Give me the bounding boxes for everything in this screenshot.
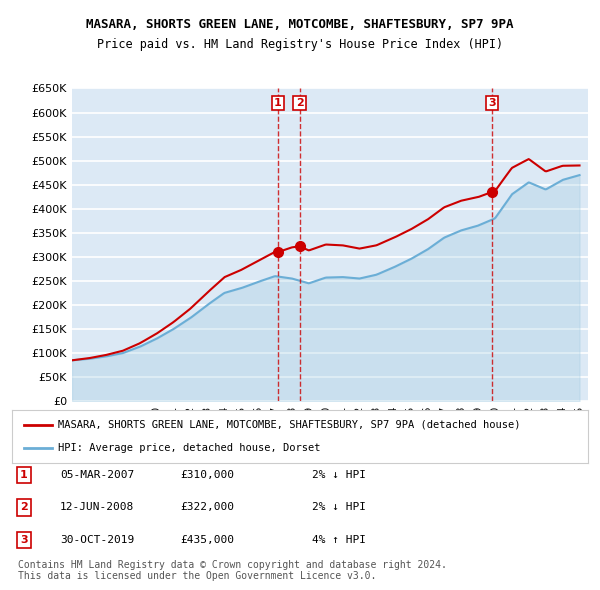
Text: Contains HM Land Registry data © Crown copyright and database right 2024.
This d: Contains HM Land Registry data © Crown c… [18,559,447,581]
Text: 2% ↓ HPI: 2% ↓ HPI [312,503,366,512]
Text: 3: 3 [20,535,28,545]
Text: MASARA, SHORTS GREEN LANE, MOTCOMBE, SHAFTESBURY, SP7 9PA: MASARA, SHORTS GREEN LANE, MOTCOMBE, SHA… [86,18,514,31]
Text: 1: 1 [274,98,282,108]
Text: 05-MAR-2007: 05-MAR-2007 [60,470,134,480]
Text: £322,000: £322,000 [180,503,234,512]
Text: Price paid vs. HM Land Registry's House Price Index (HPI): Price paid vs. HM Land Registry's House … [97,38,503,51]
Text: 2: 2 [296,98,304,108]
Text: 12-JUN-2008: 12-JUN-2008 [60,503,134,512]
Text: £435,000: £435,000 [180,535,234,545]
Text: 30-OCT-2019: 30-OCT-2019 [60,535,134,545]
Text: 4% ↑ HPI: 4% ↑ HPI [312,535,366,545]
Text: 3: 3 [488,98,496,108]
Text: HPI: Average price, detached house, Dorset: HPI: Average price, detached house, Dors… [58,443,320,453]
Text: 2% ↓ HPI: 2% ↓ HPI [312,470,366,480]
Text: MASARA, SHORTS GREEN LANE, MOTCOMBE, SHAFTESBURY, SP7 9PA (detached house): MASARA, SHORTS GREEN LANE, MOTCOMBE, SHA… [58,420,521,430]
Text: 1: 1 [20,470,28,480]
Text: 2: 2 [20,503,28,512]
Text: £310,000: £310,000 [180,470,234,480]
